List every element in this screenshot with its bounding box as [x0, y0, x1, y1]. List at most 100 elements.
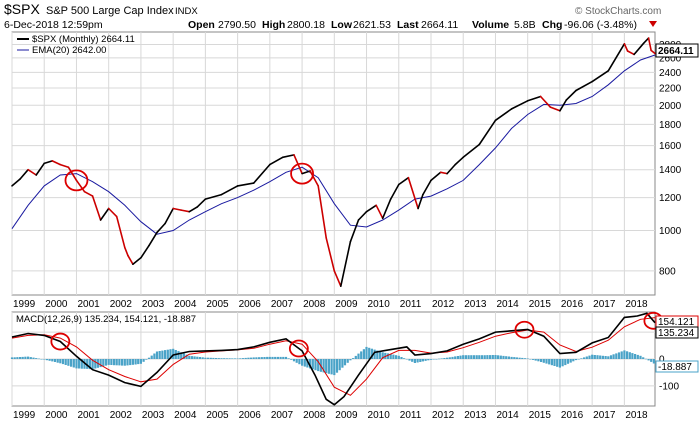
price-line-segment [196, 198, 207, 208]
macd-value-text: 135.234 [658, 328, 695, 339]
price-line-segment [75, 179, 86, 193]
histogram-bar [274, 356, 277, 359]
histogram-bar [572, 359, 575, 362]
price-x-tick-label: 2000 [45, 299, 68, 310]
histogram-bar [499, 355, 502, 359]
histogram-bar [464, 355, 467, 359]
macd-x-tick-label: 2009 [335, 410, 358, 421]
histogram-bar [505, 356, 508, 359]
price-line-segment [633, 42, 645, 56]
price-x-tick-label: 2010 [368, 299, 391, 310]
price-grid [11, 32, 655, 295]
histogram-bar [392, 354, 395, 359]
price-line-segment [642, 37, 650, 45]
price-line-segment [268, 156, 284, 166]
histogram-bar [107, 359, 110, 365]
histogram-bar [166, 349, 169, 359]
low-value: 2621.53 [353, 19, 391, 31]
histogram-bar [102, 359, 105, 367]
price-line-segment [27, 168, 38, 176]
histogram-bar [615, 353, 618, 359]
histogram-bar [59, 359, 62, 364]
price-y-tick-label: 1600 [659, 141, 682, 152]
histogram-bar [333, 359, 336, 376]
histogram-bar [472, 355, 476, 359]
price-line-segment [607, 42, 626, 72]
price-x-tick-label: 2006 [239, 299, 262, 310]
histogram-bar [389, 354, 392, 359]
histogram-bar [45, 359, 48, 361]
price-y-tick-label: 2000 [659, 101, 682, 112]
histogram-bar [56, 359, 59, 363]
histogram-bar [64, 359, 67, 365]
histogram-bar [569, 359, 572, 363]
price-y-tick-label: 1000 [659, 226, 682, 237]
histogram-bar [61, 359, 65, 365]
last-value: 2664.11 [421, 19, 458, 31]
histogram-bar [620, 351, 623, 359]
histogram-bar [642, 357, 645, 359]
macd-x-tick-label: 2007 [271, 410, 294, 421]
macd-x-tick-label: 2001 [77, 410, 100, 421]
histogram-bar [177, 351, 180, 359]
histogram-bar [553, 359, 556, 366]
price-line-segment [389, 183, 400, 200]
histogram-bar [368, 347, 371, 359]
histogram-bar [86, 359, 89, 369]
histogram-bar [558, 359, 561, 368]
histogram-bar [483, 355, 486, 359]
price-line-segment [365, 204, 378, 213]
histogram-bar [139, 359, 142, 364]
macd-legend-text: MACD(12,26,9) 135.234, 154.121, -18.887 [16, 314, 196, 325]
index-name-label: S&P 500 Large Cap Index [46, 5, 174, 17]
histogram-bar [550, 359, 553, 366]
price-line-segment [59, 163, 70, 168]
price-x-tick-label: 2015 [529, 299, 552, 310]
histogram-bar [429, 359, 433, 360]
annotation-circle [288, 339, 309, 358]
histogram-bar [373, 349, 376, 359]
price-x-tick-label: 2008 [303, 299, 326, 310]
price-line-segment [140, 244, 150, 259]
last-price-tag-text: 2664.11 [658, 46, 694, 57]
histogram-bar [507, 356, 510, 359]
histogram-bar [48, 359, 51, 361]
price-x-tick-label: 2018 [625, 299, 648, 310]
price-line-segment [591, 70, 610, 83]
histogram-bar [150, 355, 153, 359]
histogram-bar [357, 353, 360, 359]
histogram-bar [72, 359, 75, 368]
histogram-bar [212, 357, 215, 359]
histogram-bar [123, 359, 126, 366]
histogram-bar [196, 356, 199, 359]
price-line-segment [148, 231, 158, 247]
histogram-bar [137, 359, 140, 365]
histogram-bar [459, 355, 462, 359]
macd-x-tick-label: 2005 [206, 410, 229, 421]
histogram-bar [397, 355, 400, 359]
histogram-bar [43, 359, 46, 360]
macd-x-tick-label: 2004 [174, 410, 197, 421]
price-line-segment [559, 99, 568, 112]
macd-series [10, 311, 664, 406]
low-label: Low [331, 19, 353, 31]
histogram-bar [314, 359, 317, 371]
price-line-segment [35, 162, 46, 176]
histogram-bar [395, 355, 398, 359]
histogram-bar [432, 359, 435, 360]
price-line-segment [510, 100, 529, 110]
histogram-bar [51, 359, 54, 362]
histogram-bar [298, 359, 301, 365]
price-x-tick-label: 2003 [142, 299, 165, 310]
histogram-bar [19, 357, 22, 359]
price-line-segment [164, 207, 174, 225]
histogram-bar [284, 356, 288, 359]
price-line-segment [115, 215, 126, 249]
open-label: Open [188, 19, 215, 31]
histogram-bar [413, 359, 416, 363]
macd-x-tick-label: 2010 [368, 410, 391, 421]
histogram-bar [513, 357, 516, 359]
price-y-tick-label: 1400 [659, 165, 682, 176]
histogram-bar [80, 359, 83, 369]
histogram-bar [438, 358, 441, 360]
